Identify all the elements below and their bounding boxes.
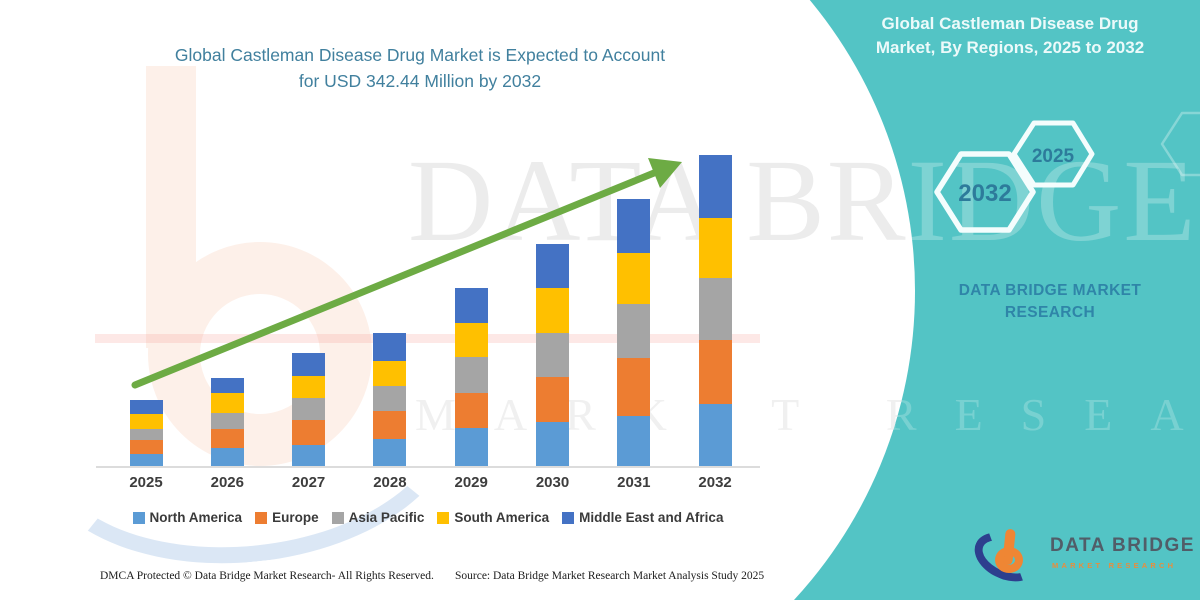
legend-swatch-north-america	[132, 511, 145, 524]
stacked-bar-2028	[373, 332, 407, 466]
bar-segment-north-america-2027	[292, 445, 326, 466]
bar-segment-middle-east-and-africa-2032	[698, 155, 732, 219]
bar-segment-north-america-2026	[210, 447, 244, 466]
bar-segment-asia-pacific-2032	[698, 278, 732, 340]
bar-segment-north-america-2030	[536, 421, 569, 466]
x-tick-label-2029: 2029	[454, 474, 488, 491]
legend-label-south-america: South America	[454, 510, 550, 525]
side-panel-title-line1: Global Castleman Disease Drug	[881, 14, 1139, 33]
chart-title: Global Castleman Disease Drug Market is …	[70, 42, 770, 94]
x-axis-line	[96, 466, 760, 468]
legend-swatch-asia-pacific	[331, 511, 344, 524]
bar-segment-europe-2031	[617, 357, 651, 416]
legend-swatch-south-america	[437, 511, 450, 524]
stacked-bar-2025	[129, 400, 163, 466]
bar-segment-asia-pacific-2030	[536, 332, 569, 378]
legend-item-asia-pacific: Asia Pacific	[331, 510, 425, 525]
source-text: Source: Data Bridge Market Research Mark…	[455, 570, 765, 582]
x-tick-label-2031: 2031	[617, 474, 651, 491]
bar-segment-middle-east-and-africa-2031	[617, 199, 651, 253]
hexagon-2025	[1011, 120, 1095, 188]
bar-segment-middle-east-and-africa-2030	[536, 244, 569, 289]
bar-segment-middle-east-and-africa-2029	[454, 288, 488, 323]
bar-segment-north-america-2025	[129, 454, 163, 466]
bar-segment-europe-2027	[292, 420, 326, 445]
bar-segment-europe-2028	[373, 411, 407, 440]
bar-segment-south-america-2026	[210, 393, 244, 414]
hexagon-2025-label: 2025	[1032, 146, 1075, 167]
x-tick-label-2028: 2028	[373, 474, 407, 491]
bar-segment-north-america-2032	[698, 404, 732, 466]
bar-segment-europe-2026	[210, 429, 244, 448]
side-panel-title-line2: Market, By Regions, 2025 to 2032	[875, 38, 1145, 57]
legend-item-middle-east-and-africa: Middle East and Africa	[562, 510, 723, 525]
legend-item-south-america: South America	[437, 510, 549, 525]
bar-segment-north-america-2029	[454, 428, 488, 466]
bar-segment-asia-pacific-2028	[373, 386, 407, 412]
x-axis-tick-labels: 2025 2026 2027 2028 2029 2030 2031 2032	[96, 474, 766, 496]
bar-segment-asia-pacific-2031	[617, 304, 651, 358]
bar-segment-europe-2030	[536, 377, 569, 422]
legend-label-asia-pacific: Asia Pacific	[348, 510, 425, 525]
legend-item-north-america: North America	[132, 510, 243, 525]
legend-swatch-europe	[255, 511, 268, 524]
legend-swatch-middle-east-and-africa	[562, 511, 575, 524]
x-tick-label-2025: 2025	[129, 474, 163, 491]
bar-segment-south-america-2031	[617, 252, 651, 305]
chart-title-line1: Global Castleman Disease Drug Market is …	[174, 45, 666, 65]
bar-segment-middle-east-and-africa-2026	[210, 377, 244, 394]
bar-segment-asia-pacific-2026	[210, 413, 244, 430]
x-tick-label-2032: 2032	[698, 474, 732, 491]
legend-label-north-america: North America	[149, 510, 243, 525]
bar-segment-europe-2025	[129, 440, 163, 454]
stacked-bar-2029	[454, 288, 488, 466]
hexagon-2032	[934, 151, 1036, 233]
bar-segment-europe-2029	[454, 393, 488, 428]
hexagon-2032-label: 2032	[958, 180, 1011, 207]
bar-segment-asia-pacific-2025	[129, 429, 163, 440]
x-tick-label-2026: 2026	[210, 474, 244, 491]
stacked-bar-2031	[617, 199, 651, 466]
bar-segment-south-america-2030	[536, 288, 569, 333]
x-tick-label-2030: 2030	[535, 474, 570, 491]
bar-segment-south-america-2032	[698, 218, 732, 278]
stacked-bar-2032	[698, 155, 732, 466]
bar-segment-north-america-2031	[617, 416, 651, 466]
bar-segment-europe-2032	[698, 340, 732, 404]
bar-segment-south-america-2027	[292, 376, 326, 398]
bar-segment-south-america-2028	[373, 361, 407, 387]
bar-segment-middle-east-and-africa-2025	[129, 400, 163, 414]
bar-segment-north-america-2028	[373, 439, 407, 466]
stacked-bar-2027	[292, 353, 326, 466]
databridge-logo-b-bowl-icon	[995, 547, 1023, 573]
hexagon-decorative	[1160, 111, 1200, 177]
hexagon-year-badges: 2032 2025	[934, 111, 1200, 233]
bar-segment-south-america-2029	[454, 323, 488, 357]
bar-chart-plot-area	[96, 140, 766, 466]
stacked-bar-2026	[210, 377, 244, 466]
legend-label-europe: Europe	[272, 510, 319, 525]
bar-segment-middle-east-and-africa-2027	[292, 353, 326, 376]
stacked-bar-2030	[536, 244, 569, 466]
chart-legend: North America Europe Asia Pacific South Ame…	[96, 510, 760, 525]
bar-segment-asia-pacific-2029	[454, 357, 488, 393]
dmca-copyright-text: DMCA Protected © Data Bridge Market Rese…	[100, 570, 434, 582]
bar-segment-middle-east-and-africa-2028	[373, 332, 407, 362]
x-tick-label-2027: 2027	[291, 474, 326, 491]
chart-title-line2: for USD 342.44 Million by 2032	[298, 71, 542, 91]
side-panel-title: Global Castleman Disease Drug Market, By…	[830, 12, 1190, 60]
legend-label-middle-east-and-africa: Middle East and Africa	[579, 510, 724, 525]
legend-item-europe: Europe	[255, 510, 319, 525]
brand-text: DATA BRIDGE MARKET RESEARCH	[930, 280, 1170, 324]
databridge-logo: DATA BRIDGE MARKET RESEARCH	[966, 523, 1193, 591]
bar-segment-asia-pacific-2027	[292, 398, 326, 420]
databridge-logo-name: DATA BRIDGE	[1050, 535, 1195, 556]
brand-text-line2: RESEARCH	[1004, 304, 1096, 321]
brand-text-line1: DATA BRIDGE MARKET	[958, 282, 1142, 299]
bar-segment-south-america-2025	[129, 414, 163, 429]
databridge-logo-subtitle: MARKET RESEARCH	[1052, 561, 1177, 570]
